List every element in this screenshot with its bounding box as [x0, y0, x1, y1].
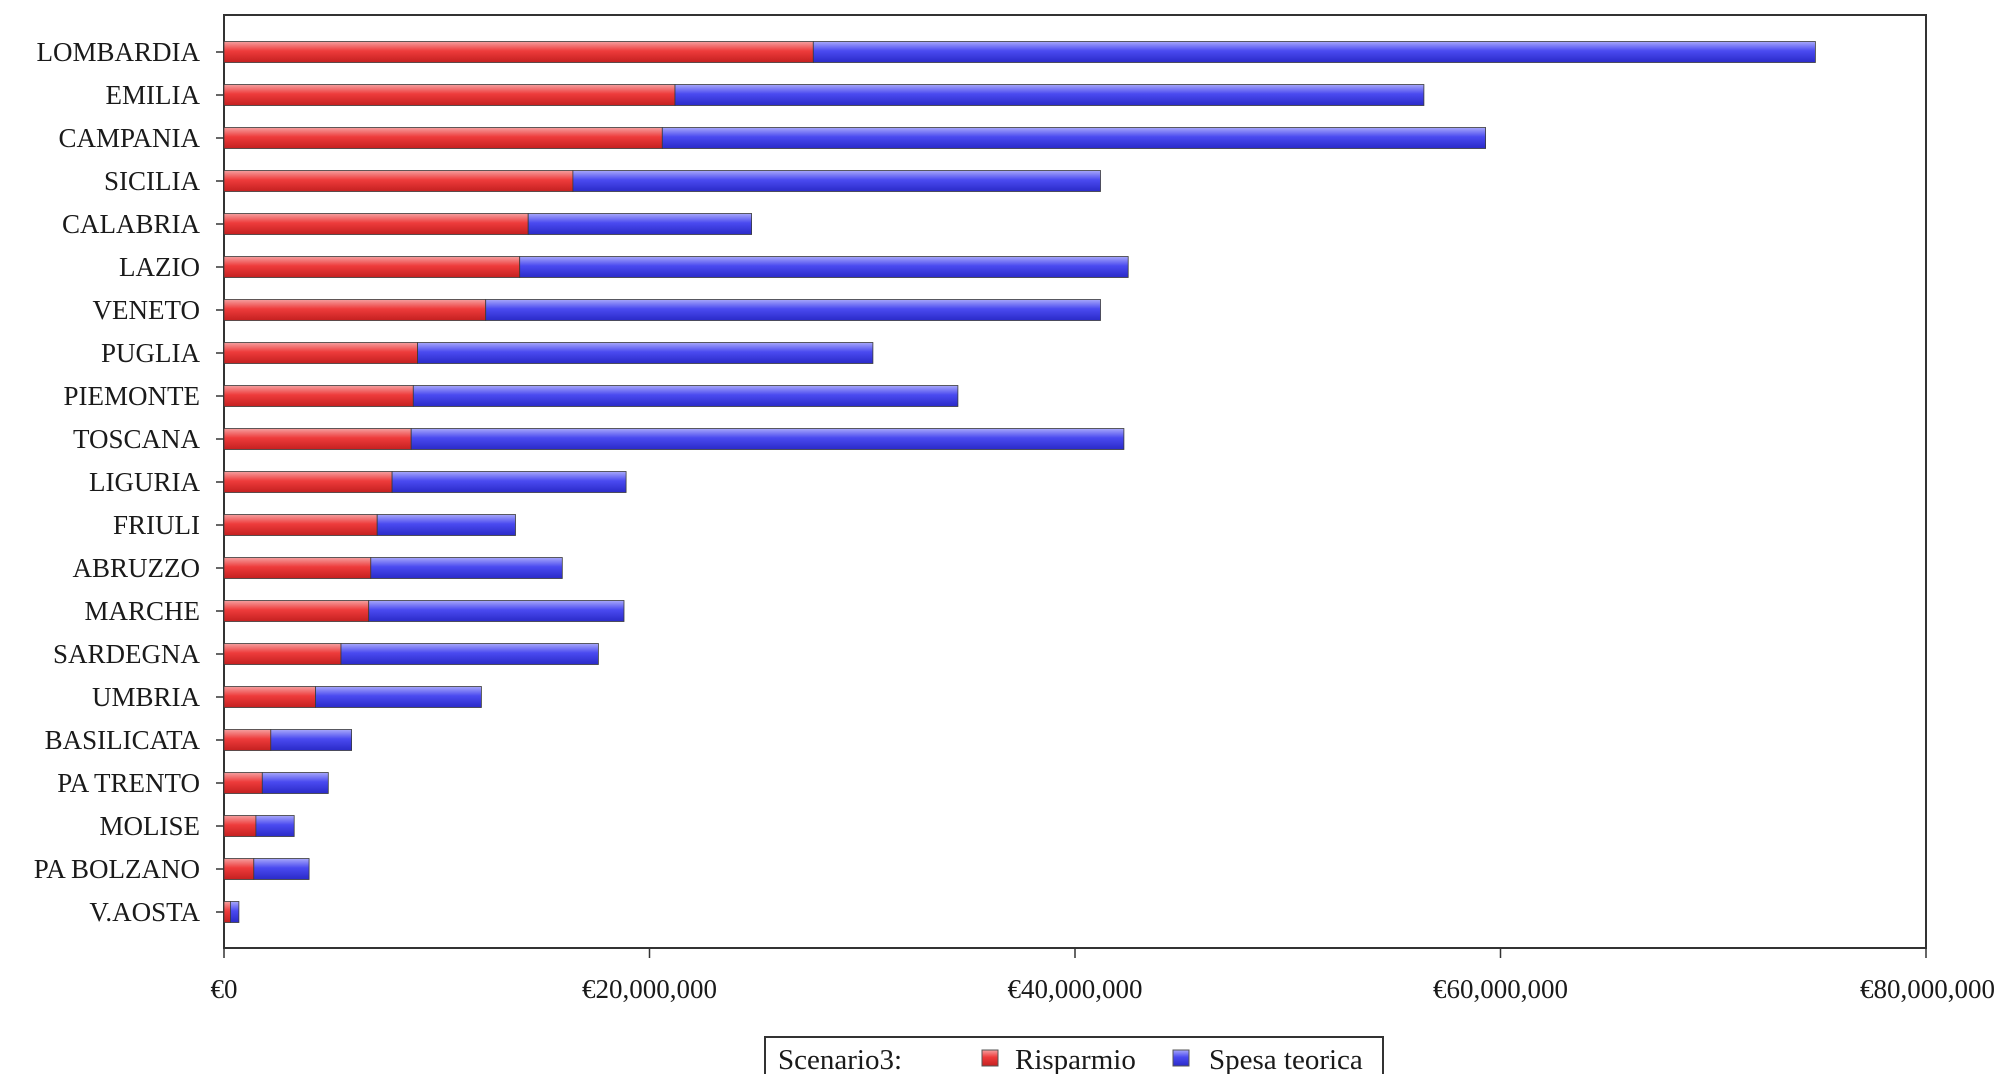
category-label-friuli: FRIULI [113, 510, 200, 540]
category-axis: LOMBARDIA EMILIA CAMPANIA SICILIA CALABRIA LA… [34, 37, 224, 927]
bar-risparmio-toscana [223, 428, 412, 450]
category-label-emilia: EMILIA [106, 80, 201, 110]
bar-risparmio-emilia [223, 84, 676, 106]
bar-risparmio-puglia [223, 342, 419, 364]
category-label-sardegna: SARDEGNA [53, 639, 201, 669]
category-label-calabria: CALABRIA [62, 209, 201, 239]
bar-spesa-teorica-toscana [410, 428, 1125, 450]
category-label-marche: MARCHE [84, 596, 200, 626]
bar-risparmio-piemonte [223, 385, 414, 407]
category-label-molise: MOLISE [100, 811, 201, 841]
category-label-campania: CAMPANIA [58, 123, 200, 153]
bar-risparmio-pa-bolzano [223, 858, 255, 880]
bar-risparmio-friuli [223, 514, 378, 536]
category-label-basilicata: BASILICATA [45, 725, 201, 755]
bar-risparmio-calabria [223, 213, 529, 235]
legend-swatch-spesa-teorica [1172, 1049, 1190, 1067]
bar-spesa-teorica-veneto [485, 299, 1101, 321]
bar-spesa-teorica-pa-bolzano [253, 858, 310, 880]
category-label-veneto: VENETO [93, 295, 201, 325]
legend-box [764, 1036, 1384, 1074]
bar-spesa-teorica-lazio [519, 256, 1129, 278]
x-tick-label: €80,000,000 [1860, 974, 1995, 1004]
bar-risparmio-sicilia [223, 170, 574, 192]
category-label-pa-trento: PA TRENTO [57, 768, 200, 798]
category-label-pa-bolzano: PA BOLZANO [34, 854, 200, 884]
category-label-liguria: LIGURIA [89, 467, 200, 497]
bar-spesa-teorica-sicilia [572, 170, 1101, 192]
category-label-lombardia: LOMBARDIA [36, 37, 200, 67]
category-label-v-aosta: V.AOSTA [89, 897, 200, 927]
category-label-abruzzo: ABRUZZO [73, 553, 201, 583]
category-label-puglia: PUGLIA [101, 338, 200, 368]
x-tick-label: €20,000,000 [582, 974, 717, 1004]
bar-risparmio-liguria [223, 471, 393, 493]
x-tick-label: €0 [211, 974, 238, 1004]
bar-risparmio-abruzzo [223, 557, 372, 579]
legend-title: Scenario3: [778, 1044, 902, 1074]
bar-risparmio-lazio [223, 256, 521, 278]
bar-spesa-teorica-calabria [527, 213, 753, 235]
bar-risparmio-marche [223, 600, 370, 622]
bar-spesa-teorica-sardegna [340, 643, 599, 665]
bar-spesa-teorica-v-aosta [229, 901, 240, 923]
bar-spesa-teorica-campania [661, 127, 1486, 149]
legend-label-spesa-teorica: Spesa teorica [1209, 1044, 1363, 1074]
bar-spesa-teorica-liguria [391, 471, 627, 493]
bar-spesa-teorica-friuli [376, 514, 516, 536]
bar-spesa-teorica-basilicata [270, 729, 352, 751]
category-label-umbria: UMBRIA [92, 682, 201, 712]
bar-spesa-teorica-umbria [315, 686, 482, 708]
legend-label-risparmio: Risparmio [1015, 1044, 1136, 1074]
category-label-lazio: LAZIO [119, 252, 200, 282]
bar-risparmio-veneto [223, 299, 487, 321]
bar-spesa-teorica-puglia [417, 342, 874, 364]
bar-risparmio-pa-trento [223, 772, 263, 794]
bar-risparmio-molise [223, 815, 257, 837]
bar-spesa-teorica-abruzzo [370, 557, 563, 579]
bar-spesa-teorica-lombardia [812, 41, 1816, 63]
bar-risparmio-umbria [223, 686, 316, 708]
bars-group [223, 41, 1816, 923]
bar-risparmio-campania [223, 127, 663, 149]
bar-spesa-teorica-molise [255, 815, 295, 837]
legend-swatch-risparmio [981, 1049, 999, 1067]
bar-risparmio-sardegna [223, 643, 342, 665]
bar-risparmio-v-aosta [223, 901, 231, 923]
bar-risparmio-basilicata [223, 729, 272, 751]
category-label-piemonte: PIEMONTE [64, 381, 201, 411]
category-label-sicilia: SICILIA [104, 166, 200, 196]
x-tick-label: €40,000,000 [1008, 974, 1143, 1004]
bar-spesa-teorica-piemonte [412, 385, 959, 407]
bar-spesa-teorica-marche [368, 600, 625, 622]
category-label-toscana: TOSCANA [73, 424, 201, 454]
bar-spesa-teorica-emilia [674, 84, 1425, 106]
bar-risparmio-lombardia [223, 41, 814, 63]
bar-spesa-teorica-pa-trento [261, 772, 329, 794]
x-tick-label: €60,000,000 [1433, 974, 1568, 1004]
x-axis: €0 €20,000,000 €40,000,000 €60,000,000 €80,0… [211, 948, 1995, 1004]
legend: Scenario3: Risparmio Spesa teorica [764, 1036, 1384, 1074]
